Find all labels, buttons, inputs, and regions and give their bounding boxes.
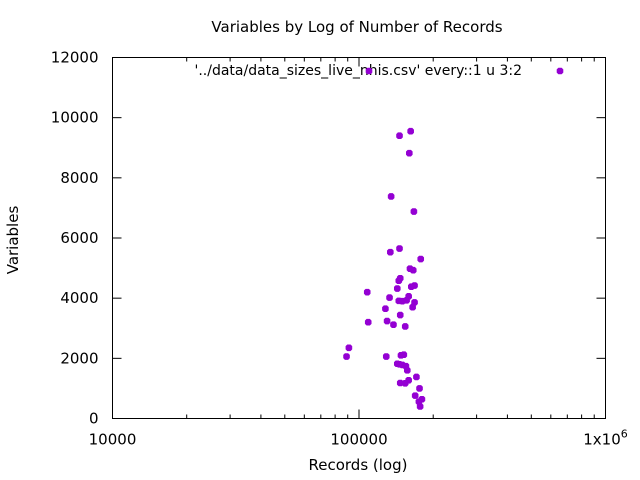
data-point xyxy=(396,379,404,387)
legend: '../data/data_sizes_live_nhis.csv' every… xyxy=(194,63,564,79)
data-point xyxy=(383,317,391,325)
data-point xyxy=(403,296,410,304)
data-points xyxy=(343,127,426,410)
data-point xyxy=(395,277,403,285)
data-point xyxy=(403,367,411,374)
x-tick-label: 100000 xyxy=(330,431,387,449)
legend-label: '../data/data_sizes_live_nhis.csv' every… xyxy=(194,63,522,79)
data-point xyxy=(386,294,393,301)
y-axis-ticks: 0 2000 4000 6000 8000 10000 12000 xyxy=(51,49,606,428)
data-point xyxy=(396,245,403,252)
y-tick-label: 4000 xyxy=(60,289,98,307)
data-point xyxy=(364,318,372,326)
y-tick-label: 8000 xyxy=(60,169,98,187)
data-point xyxy=(416,403,424,410)
y-axis-label: Variables xyxy=(4,206,22,275)
y-tick-label: 6000 xyxy=(60,229,98,247)
data-point xyxy=(409,266,417,274)
data-point xyxy=(382,305,389,312)
data-point xyxy=(345,344,353,352)
chart-title: Variables by Log of Number of Records xyxy=(211,18,502,36)
data-point xyxy=(409,303,416,311)
data-point xyxy=(410,208,418,215)
legend-marker-overlap xyxy=(365,67,373,75)
data-point xyxy=(343,353,350,360)
data-point xyxy=(416,385,423,392)
y-tick-label: 10000 xyxy=(51,109,99,127)
data-point xyxy=(363,288,371,296)
x-tick-label: 1x106 xyxy=(583,428,628,449)
y-tick-label: 2000 xyxy=(60,349,98,367)
legend-marker xyxy=(365,67,564,75)
data-point xyxy=(401,380,409,387)
data-point xyxy=(411,392,419,399)
data-point xyxy=(401,323,409,330)
data-point xyxy=(382,353,390,360)
data-point xyxy=(396,311,404,319)
data-point xyxy=(417,255,425,263)
data-point xyxy=(387,193,395,200)
y-tick-label: 12000 xyxy=(51,49,99,67)
data-point xyxy=(400,351,408,359)
data-point xyxy=(408,283,415,291)
y-tick-label: 0 xyxy=(89,410,99,428)
x-tick-label: 10000 xyxy=(89,431,137,449)
plot-area-border xyxy=(112,57,606,419)
x-axis-label: Records (log) xyxy=(309,456,408,474)
data-point xyxy=(393,360,401,368)
legend-marker-sample xyxy=(556,67,564,75)
data-point xyxy=(413,373,420,381)
data-point xyxy=(411,299,418,306)
data-point xyxy=(387,248,394,256)
data-point xyxy=(390,321,397,328)
data-point xyxy=(393,285,401,292)
data-point xyxy=(396,132,403,140)
data-point xyxy=(406,149,413,157)
data-point xyxy=(407,127,414,135)
x-tick-label-exponent: 6 xyxy=(621,428,628,441)
x-axis-ticks: 10000 100000 1x106 xyxy=(89,57,628,449)
